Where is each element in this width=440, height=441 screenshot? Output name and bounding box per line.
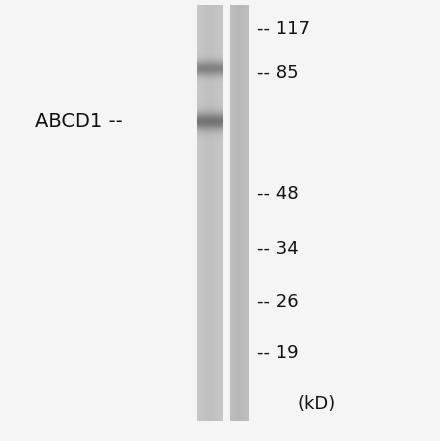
Bar: [210, 5, 211, 421]
Bar: [236, 5, 237, 421]
Bar: [206, 5, 207, 421]
Bar: [212, 5, 213, 421]
Text: ABCD1 --: ABCD1 --: [35, 112, 123, 131]
Bar: [235, 5, 236, 421]
Bar: [241, 5, 242, 421]
Bar: [219, 5, 220, 421]
Bar: [222, 5, 223, 421]
Bar: [200, 5, 201, 421]
Bar: [240, 5, 241, 421]
Bar: [211, 5, 212, 421]
Bar: [203, 5, 204, 421]
Bar: [230, 5, 231, 421]
Bar: [205, 5, 206, 421]
Text: -- 117: -- 117: [257, 20, 310, 37]
Bar: [246, 5, 247, 421]
Bar: [213, 5, 214, 421]
Bar: [216, 5, 217, 421]
Text: -- 26: -- 26: [257, 293, 299, 311]
Bar: [233, 5, 234, 421]
Bar: [238, 5, 239, 421]
Bar: [214, 5, 215, 421]
Bar: [237, 5, 238, 421]
Bar: [232, 5, 233, 421]
Bar: [198, 5, 199, 421]
Bar: [239, 5, 240, 421]
Text: (kD): (kD): [298, 395, 336, 412]
Bar: [220, 5, 221, 421]
Bar: [215, 5, 216, 421]
Bar: [201, 5, 202, 421]
Bar: [242, 5, 243, 421]
Bar: [230, 5, 249, 421]
Bar: [217, 5, 218, 421]
Bar: [197, 5, 223, 421]
Bar: [197, 5, 198, 421]
Bar: [199, 5, 200, 421]
Text: -- 85: -- 85: [257, 64, 299, 82]
Bar: [208, 5, 209, 421]
Bar: [202, 5, 203, 421]
Bar: [247, 5, 248, 421]
Text: -- 48: -- 48: [257, 185, 299, 203]
Bar: [218, 5, 219, 421]
Bar: [221, 5, 222, 421]
Bar: [204, 5, 205, 421]
Bar: [248, 5, 249, 421]
Bar: [231, 5, 232, 421]
Bar: [245, 5, 246, 421]
Bar: [244, 5, 245, 421]
Bar: [209, 5, 210, 421]
Text: -- 34: -- 34: [257, 240, 299, 258]
Bar: [207, 5, 208, 421]
Bar: [234, 5, 235, 421]
Text: -- 19: -- 19: [257, 344, 299, 362]
Bar: [243, 5, 244, 421]
